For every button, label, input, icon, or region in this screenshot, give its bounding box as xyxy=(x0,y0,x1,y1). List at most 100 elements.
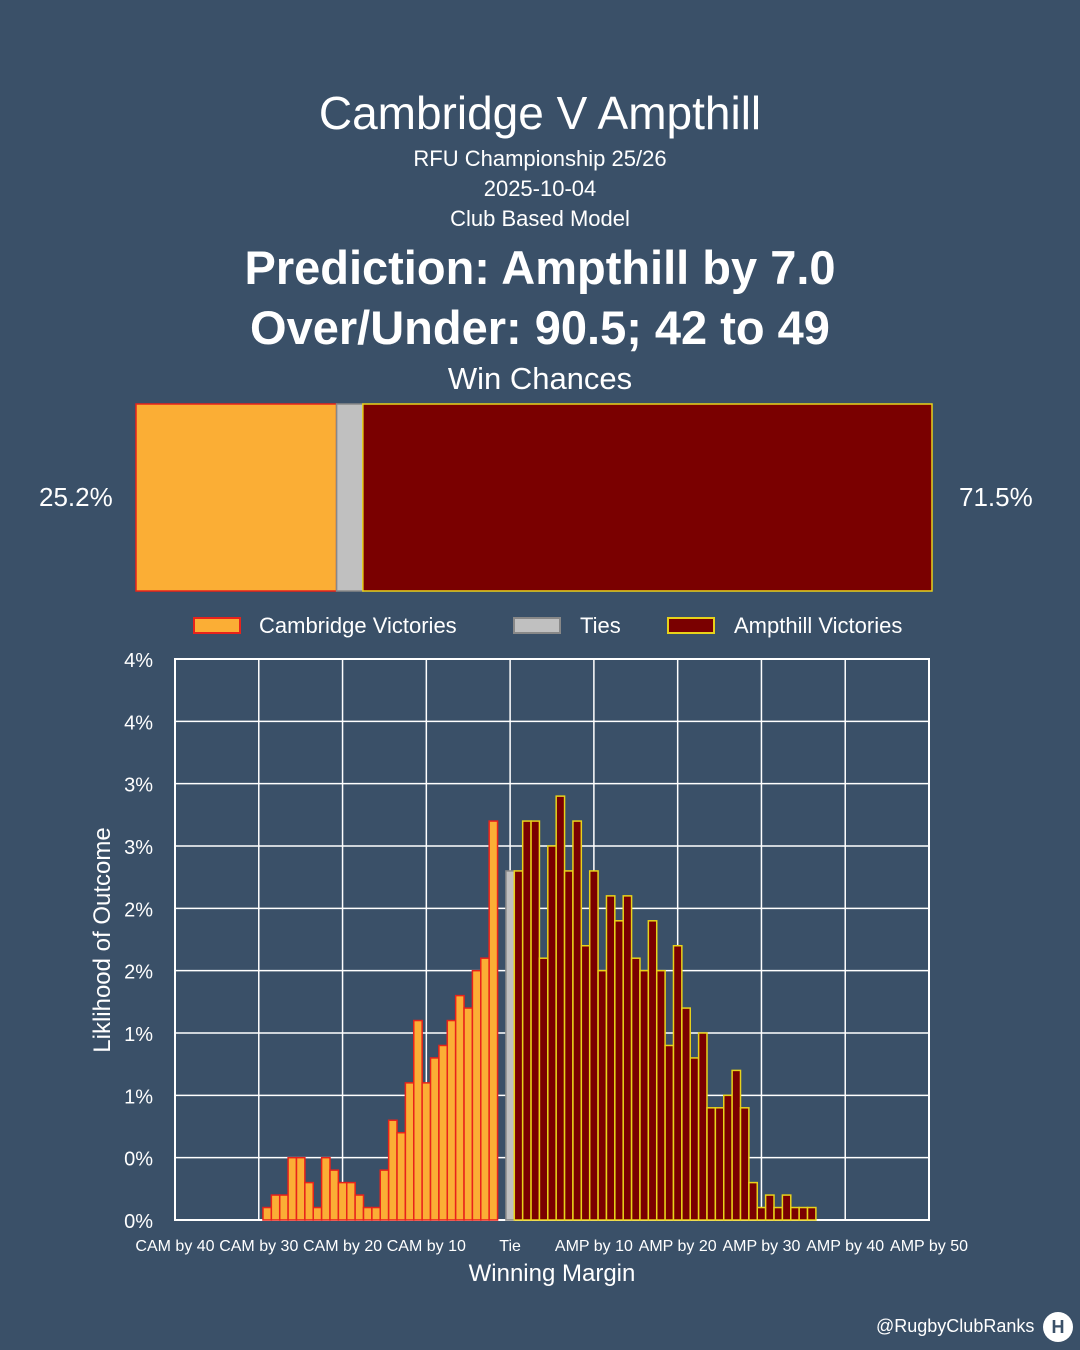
competition-label: RFU Championship 25/26 xyxy=(413,146,667,171)
ampthill-bar xyxy=(672,944,683,1221)
ampthill-bar xyxy=(722,1094,733,1221)
ampthill-bar xyxy=(748,1181,759,1221)
cambridge-bar xyxy=(362,1206,373,1221)
ampthill-bar xyxy=(597,969,608,1221)
x-tick-label: AMP by 50 xyxy=(890,1238,968,1255)
cambridge-bar xyxy=(287,1156,298,1221)
ampthill-bar xyxy=(664,1044,675,1221)
cambridge-bar xyxy=(454,994,465,1221)
x-tick-label: AMP by 20 xyxy=(639,1238,717,1255)
ampthill-bar xyxy=(563,870,574,1221)
cambridge-bar xyxy=(421,1082,432,1221)
ampthill-bar xyxy=(739,1107,750,1221)
cambridge-bar xyxy=(379,1169,390,1221)
cambridge-bar xyxy=(337,1181,348,1221)
y-tick-label: 2% xyxy=(124,899,153,921)
cambridge-bar xyxy=(354,1194,365,1221)
logo-icon: H xyxy=(1043,1312,1073,1342)
y-tick-label: 2% xyxy=(124,962,153,984)
cambridge-bar xyxy=(387,1119,398,1221)
y-tick-label: 1% xyxy=(124,1024,153,1046)
win-chances-title: Win Chances xyxy=(447,361,633,396)
cambridge-bar xyxy=(463,1007,474,1221)
cambridge-bar xyxy=(278,1194,289,1221)
ampthill-bar xyxy=(538,957,549,1221)
prediction-text: Prediction: Ampthill by 7.0 xyxy=(244,241,836,294)
cambridge-bar xyxy=(471,969,482,1221)
model-label: Club Based Model xyxy=(450,206,630,231)
over-under-text: Over/Under: 90.5; 42 to 49 xyxy=(250,301,830,354)
x-tick-label: CAM by 20 xyxy=(303,1238,382,1255)
y-tick-label: 0% xyxy=(124,1149,153,1171)
ampthill-win-segment xyxy=(362,403,933,592)
tie-bar xyxy=(505,870,516,1221)
ampthill-bar xyxy=(530,820,541,1221)
ampthill-bar xyxy=(764,1194,775,1221)
cambridge-bar xyxy=(345,1181,356,1221)
histogram-plot: 0% 0% 1% 1% 2% 2% 3% 3% 4% 4% CAM by 40 CAM by 30 CA… xyxy=(89,650,968,1287)
ampthill-bar xyxy=(639,969,650,1221)
y-axis-label: Liklihood of Outcome xyxy=(89,827,116,1052)
ampthill-bar xyxy=(781,1194,792,1221)
ampthill-bar xyxy=(714,1107,725,1221)
x-tick-label: AMP by 10 xyxy=(555,1238,633,1255)
x-tick-label: CAM by 40 xyxy=(135,1238,214,1255)
ampthill-bar xyxy=(614,920,624,1221)
legend-ampthill-swatch xyxy=(667,617,715,634)
legend-ties-label: Ties xyxy=(580,613,621,638)
x-tick-label: CAM by 30 xyxy=(219,1238,298,1255)
ampthill-win-pct: 71.5% xyxy=(959,482,1033,512)
cambridge-bar xyxy=(404,1082,415,1221)
ampthill-bar xyxy=(773,1206,784,1221)
ampthill-bar xyxy=(790,1206,800,1221)
cambridge-bar xyxy=(488,820,499,1221)
x-axis-label: Winning Margin xyxy=(469,1260,636,1287)
ampthill-bar xyxy=(630,957,641,1221)
x-tick-label: Tie xyxy=(499,1238,521,1255)
cambridge-bar xyxy=(295,1156,306,1221)
cambridge-bar xyxy=(270,1194,281,1221)
ampthill-bar xyxy=(622,895,633,1221)
ampthill-bar xyxy=(806,1206,817,1221)
cambridge-bar xyxy=(320,1156,331,1221)
y-tick-label: 3% xyxy=(124,837,153,859)
ampthill-bar xyxy=(689,1057,700,1221)
ampthill-bar xyxy=(555,795,566,1221)
x-tick-label: CAM by 10 xyxy=(387,1238,466,1255)
ampthill-bar xyxy=(798,1206,809,1221)
legend-cambridge-label: Cambridge Victories xyxy=(259,613,457,638)
ampthill-bar xyxy=(647,920,658,1221)
ampthill-bar xyxy=(513,870,524,1221)
cambridge-win-pct: 25.2% xyxy=(39,482,113,512)
ampthill-bar xyxy=(588,870,599,1221)
cambridge-bar xyxy=(480,957,490,1221)
match-date: 2025-10-04 xyxy=(483,176,597,201)
cambridge-bar xyxy=(446,1019,457,1221)
legend: Cambridge Victories Ties Ampthill Victorie… xyxy=(193,613,902,638)
ampthill-bar xyxy=(756,1206,767,1221)
x-tick-label: AMP by 30 xyxy=(722,1238,800,1255)
y-tick-label: 0% xyxy=(124,1211,153,1233)
win-chance-bar xyxy=(135,403,933,592)
ampthill-bar xyxy=(731,1069,742,1221)
cambridge-bar xyxy=(438,1044,449,1221)
cambridge-bar xyxy=(413,1019,423,1221)
cambridge-bar xyxy=(371,1206,382,1221)
ampthill-bar xyxy=(572,820,583,1221)
chart-title: Cambridge V Ampthill xyxy=(318,87,762,139)
tie-segment xyxy=(335,403,364,592)
cambridge-win-segment xyxy=(135,403,338,592)
ampthill-bar xyxy=(697,1032,708,1221)
cambridge-bar xyxy=(312,1206,323,1221)
cambridge-bar xyxy=(262,1206,273,1221)
ampthill-bar xyxy=(580,944,591,1221)
cambridge-bar xyxy=(329,1169,340,1221)
ampthill-bar xyxy=(605,895,616,1221)
legend-cambridge-swatch xyxy=(193,617,241,634)
y-tick-label: 3% xyxy=(124,775,153,797)
twitter-handle[interactable]: @RugbyClubRanks xyxy=(876,1316,1035,1336)
ampthill-bar xyxy=(521,820,532,1221)
ampthill-bar xyxy=(681,1007,691,1221)
cambridge-bar xyxy=(429,1057,440,1221)
